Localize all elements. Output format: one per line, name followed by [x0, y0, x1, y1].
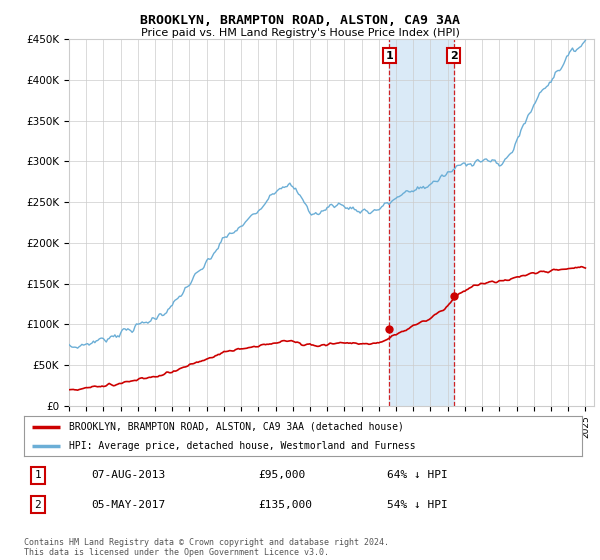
Text: 1: 1: [385, 50, 393, 60]
Text: HPI: Average price, detached house, Westmorland and Furness: HPI: Average price, detached house, West…: [68, 441, 415, 450]
Text: 1: 1: [35, 470, 41, 480]
Text: BROOKLYN, BRAMPTON ROAD, ALSTON, CA9 3AA (detached house): BROOKLYN, BRAMPTON ROAD, ALSTON, CA9 3AA…: [68, 422, 404, 432]
Text: BROOKLYN, BRAMPTON ROAD, ALSTON, CA9 3AA: BROOKLYN, BRAMPTON ROAD, ALSTON, CA9 3AA: [140, 14, 460, 27]
Text: £135,000: £135,000: [259, 500, 313, 510]
Text: 64% ↓ HPI: 64% ↓ HPI: [387, 470, 448, 480]
Text: 54% ↓ HPI: 54% ↓ HPI: [387, 500, 448, 510]
Text: 2: 2: [450, 50, 457, 60]
Text: £95,000: £95,000: [259, 470, 305, 480]
Text: 2: 2: [35, 500, 41, 510]
Text: Contains HM Land Registry data © Crown copyright and database right 2024.
This d: Contains HM Land Registry data © Crown c…: [24, 538, 389, 557]
Bar: [389, 39, 454, 406]
Text: Price paid vs. HM Land Registry's House Price Index (HPI): Price paid vs. HM Land Registry's House …: [140, 28, 460, 38]
Text: 07-AUG-2013: 07-AUG-2013: [91, 470, 165, 480]
Text: 05-MAY-2017: 05-MAY-2017: [91, 500, 165, 510]
